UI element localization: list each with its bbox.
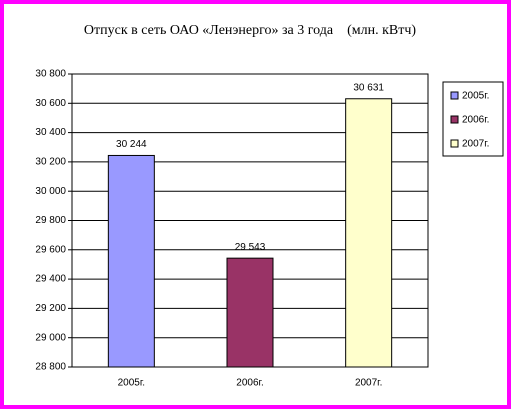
bar [345, 98, 393, 368]
x-tick-label: 2007г. [355, 378, 382, 389]
bar [107, 154, 155, 368]
value-label: 29 543 [235, 242, 266, 253]
y-tick-label: 29 400 [35, 274, 66, 285]
x-tick-label: 2006г. [236, 378, 263, 389]
legend-swatch [450, 115, 459, 124]
value-label: 30 631 [353, 82, 384, 93]
y-tick-label: 28 800 [35, 362, 66, 373]
y-tick-label: 30 200 [35, 157, 66, 168]
legend-label: 2005г. [462, 91, 489, 102]
bar [226, 257, 274, 368]
x-tick-label: 2005г. [118, 378, 145, 389]
chart-title: Отпуск в сеть ОАО «Ленэнерго» за 3 года … [84, 23, 416, 38]
y-tick-label: 29 600 [35, 244, 66, 255]
y-tick-label: 30 600 [35, 98, 66, 109]
legend-swatch [450, 91, 459, 100]
y-tick-label: 29 800 [35, 215, 66, 226]
y-tick-label: 29 000 [35, 332, 66, 343]
y-tick-label: 30 800 [35, 69, 66, 80]
y-tick-label: 30 400 [35, 127, 66, 138]
y-tick-label: 29 200 [35, 303, 66, 314]
legend-label: 2007г. [462, 139, 489, 150]
legend-label: 2006г. [462, 115, 489, 126]
legend-swatch [450, 139, 459, 148]
y-tick-label: 30 000 [35, 186, 66, 197]
value-label: 30 244 [116, 139, 147, 150]
